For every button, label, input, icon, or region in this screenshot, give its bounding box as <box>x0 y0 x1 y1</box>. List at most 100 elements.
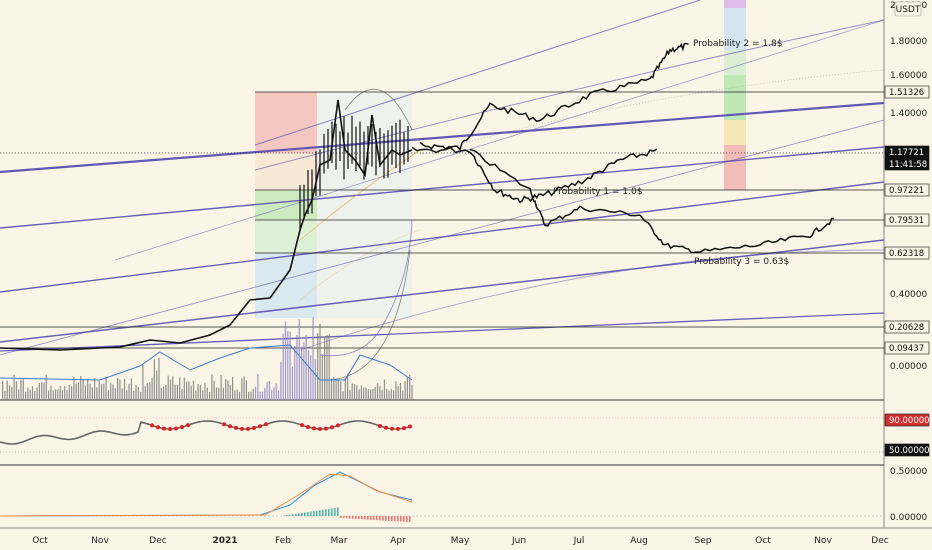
volume-bar <box>351 383 353 400</box>
oscillator-hot-dot <box>330 425 334 430</box>
volume-bar <box>294 345 296 400</box>
macd-histogram-bar <box>358 516 360 520</box>
probability-label-2: Probability 1 = 1.0$ <box>553 187 642 197</box>
volume-bar <box>333 376 335 400</box>
volume-bar <box>121 388 123 400</box>
volume-bar <box>31 386 34 400</box>
macd-histogram-bar <box>337 507 339 516</box>
oscillator-hot-dot <box>168 426 172 431</box>
volume-bar <box>82 379 84 400</box>
volume-bar <box>379 385 381 400</box>
volume-bar <box>411 384 413 400</box>
price-tag-label: 0.79531 <box>889 216 924 226</box>
volume-bar <box>158 357 160 400</box>
macd-histogram-bar <box>355 516 357 519</box>
oscillator-hot-dot <box>150 423 154 428</box>
vertical-fib-zone-2 <box>724 50 746 75</box>
x-tick-label: Jun <box>511 536 526 546</box>
price-tag <box>884 157 930 171</box>
volume-bar <box>356 385 358 400</box>
volume-bar <box>243 376 245 400</box>
macd-histogram-bar <box>379 516 381 521</box>
price-tag-label: 0.62318 <box>889 249 924 259</box>
volume-bar <box>353 384 356 400</box>
volume-bar <box>181 388 183 400</box>
volume-bar <box>27 387 29 400</box>
y-tick-label: 1.80000 <box>890 37 927 47</box>
volume-bar <box>195 390 197 400</box>
macd-histogram-bar <box>349 516 351 519</box>
volume-bar <box>238 391 241 400</box>
volume-bar <box>188 381 190 400</box>
volume-bar <box>172 376 174 400</box>
volume-bar <box>59 386 61 400</box>
volume-bar <box>335 378 337 400</box>
volume-bar <box>229 384 231 400</box>
macd-histogram-bar <box>373 516 375 520</box>
x-tick-label: Sep <box>695 536 712 546</box>
volume-bar <box>259 391 261 400</box>
macd-histogram-bar <box>292 514 294 516</box>
moving-average-slow <box>299 229 421 301</box>
volume-bar <box>342 391 344 400</box>
trend-line-1 <box>0 146 885 229</box>
oscillator-hot-dot <box>228 424 232 429</box>
volume-bar <box>29 389 31 400</box>
volume-bar <box>176 385 178 400</box>
volume-bar <box>41 382 43 400</box>
x-tick-label: Apr <box>390 536 406 546</box>
volume-bar <box>133 390 135 400</box>
volume-bar <box>399 382 402 400</box>
macd-histogram-bar <box>334 507 336 516</box>
macd-histogram-bar <box>322 509 324 516</box>
volume-bar <box>271 389 273 400</box>
oscillator-hot-dot <box>402 426 406 431</box>
volume-bar <box>360 385 362 400</box>
macd-histogram-bar <box>316 510 318 516</box>
currency-label: USDT <box>896 5 921 15</box>
volume-bar <box>119 379 121 400</box>
macd-histogram-bar <box>289 514 291 516</box>
fib-zone-3 <box>255 220 317 253</box>
macd-histogram-bar <box>313 511 315 516</box>
volume-bar <box>117 377 119 400</box>
x-tick-label: Aug <box>630 536 648 546</box>
oscillator-hot-dot <box>264 422 268 427</box>
macd-histogram-bar <box>340 516 342 518</box>
volume-bar <box>123 378 126 400</box>
volume-bar <box>98 380 100 400</box>
volume-bar <box>84 385 86 400</box>
price-tag <box>884 213 930 227</box>
volume-bar <box>397 386 399 400</box>
oscillator-hot-dot <box>336 423 340 428</box>
volume-bar <box>287 331 289 400</box>
volume-bar <box>75 383 77 400</box>
curve-inner <box>319 219 413 357</box>
volume-bar <box>130 378 132 400</box>
price-tag-label: 0.97221 <box>889 186 924 196</box>
bollinger-lower <box>329 249 411 381</box>
volume-bar <box>215 387 218 400</box>
price-tag-label: 0.09437 <box>889 344 924 354</box>
volume-bar <box>50 385 52 400</box>
volume-bar <box>114 387 116 400</box>
oscillator-hot-dot <box>222 422 226 427</box>
price-tag <box>884 183 930 197</box>
volume-bar <box>107 390 109 400</box>
macd-histogram-bar <box>295 513 297 516</box>
osc-level-tag <box>884 413 930 427</box>
price-tag <box>884 246 930 260</box>
x-tick-label: 2021 <box>212 536 237 546</box>
macd-histogram-bar <box>391 516 393 522</box>
trend-line-0 <box>0 101 885 174</box>
volume-bar <box>199 385 201 400</box>
volume-bar <box>365 387 367 400</box>
macd-histogram-bar <box>325 509 327 516</box>
moving-average-fast <box>299 149 421 241</box>
oscillator-hot-dot <box>396 426 400 431</box>
volume-bar <box>22 379 24 400</box>
volume-bar <box>204 382 206 400</box>
volume-bar <box>140 391 142 400</box>
